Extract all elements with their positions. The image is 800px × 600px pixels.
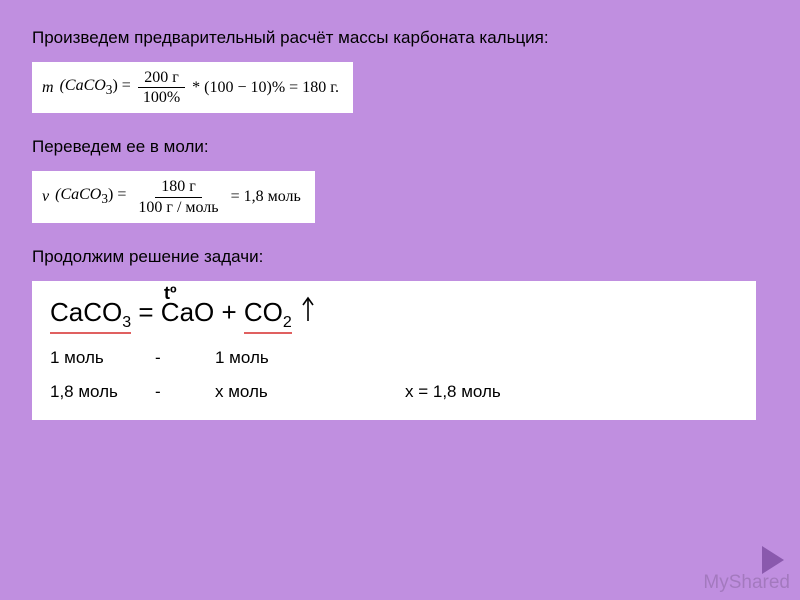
reactant-caco3: CaCO3 <box>50 297 131 334</box>
intro-line-3: Продолжим решение задачи: <box>32 247 768 267</box>
f1-tail: * (100 − 10)% = 180 г. <box>192 79 339 97</box>
f1-fraction: 200 г 100% <box>137 68 186 107</box>
equation-block: tº CaCO3 = CaO + CO2 1 моль - 1 моль 1,8… <box>32 281 756 420</box>
f2-paren: (CaCO3) = <box>55 186 126 207</box>
next-slide-button[interactable] <box>762 546 784 574</box>
sym-m: m <box>42 79 54 97</box>
slide: Произведем предварительный расчёт массы … <box>0 0 800 600</box>
gas-arrow-icon <box>301 295 315 323</box>
intro-line-2: Переведем ее в моли: <box>32 137 768 157</box>
temperature-label: tº <box>164 283 177 304</box>
chemical-equation: tº CaCO3 = CaO + CO2 <box>50 295 738 334</box>
watermark: MyShared <box>703 572 790 594</box>
formula-mass: m (CaCO3) = 200 г 100% * (100 − 10)% = 1… <box>32 62 353 113</box>
mole-row-2: 1,8 моль - x моль x = 1,8 моль <box>50 382 738 402</box>
f2-tail: = 1,8 моль <box>231 188 301 206</box>
product-co2: CO2 <box>244 297 292 334</box>
mole-row-1: 1 моль - 1 моль <box>50 348 738 368</box>
f1-paren: (CaCO3) = <box>60 77 131 98</box>
intro-line-1: Произведем предварительный расчёт массы … <box>32 28 768 48</box>
f2-fraction: 180 г 100 г / моль <box>132 177 224 216</box>
formula-moles: ν (CaCO3) = 180 г 100 г / моль = 1,8 мол… <box>32 171 315 222</box>
sym-nu: ν <box>42 188 49 206</box>
